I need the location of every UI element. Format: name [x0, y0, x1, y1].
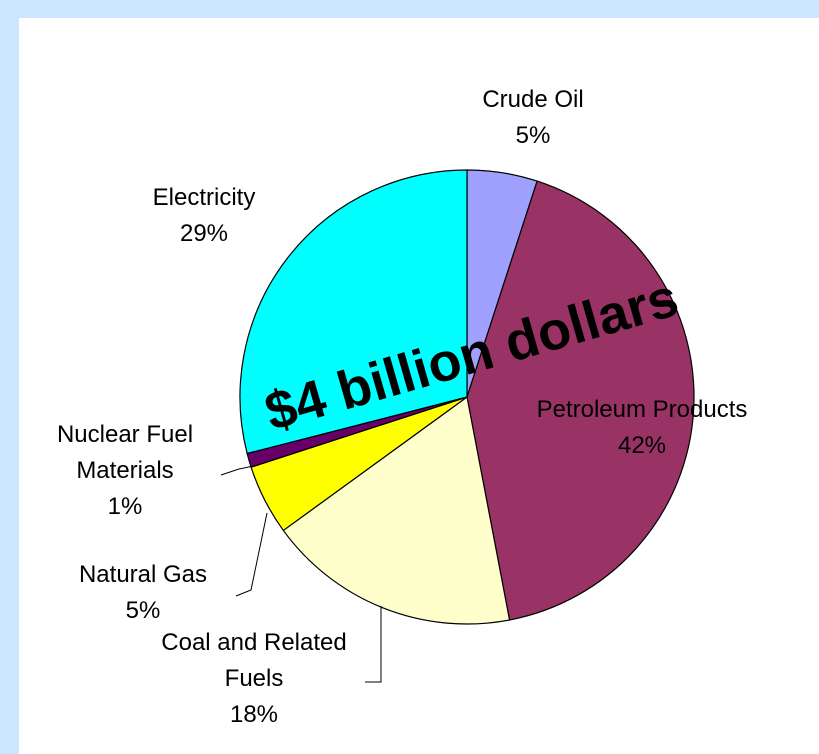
pie-slices	[239, 169, 695, 625]
leader-lines	[220, 464, 382, 683]
slice-label-line: Fuels	[225, 665, 284, 692]
slice-label: Nuclear Fuel Materials 1%	[57, 421, 193, 520]
pie-slice	[282, 395, 511, 625]
slice-label-line: Nuclear Fuel	[57, 421, 193, 448]
slice-label-line: 42%	[618, 432, 666, 459]
pie-slice	[239, 169, 468, 455]
slice-label-line: Coal and Related	[161, 629, 346, 656]
pie-slice	[466, 180, 695, 621]
leader-line	[365, 606, 382, 683]
slice-label-line: 1%	[108, 493, 143, 520]
pie-chart: Crude Oil 5% Petroleum Products 42% Coal and…	[57, 86, 747, 728]
slice-label: Crude Oil 5%	[482, 86, 583, 149]
slice-label-line: Crude Oil	[482, 86, 583, 113]
slice-label-line: 5%	[516, 122, 551, 149]
slice-label: Petroleum Products 42%	[537, 396, 748, 459]
slice-label-line: 18%	[230, 701, 278, 728]
leader-line	[235, 512, 268, 597]
slice-label-line: 5%	[126, 597, 161, 624]
slice-label-line: 29%	[180, 220, 228, 247]
slice-label-line: Petroleum Products	[537, 396, 748, 423]
slice-label: Natural Gas 5%	[79, 561, 207, 624]
slice-label: Coal and Related Fuels 18%	[161, 629, 346, 728]
slice-labels: Crude Oil 5% Petroleum Products 42% Coal and…	[57, 86, 747, 728]
chart-frame: Crude Oil 5% Petroleum Products 42% Coal and…	[19, 18, 819, 754]
slice-label-line: Electricity	[153, 184, 256, 211]
slice-label: Electricity 29%	[153, 184, 256, 247]
slice-label-line: Natural Gas	[79, 561, 207, 588]
slice-label-line: Materials	[76, 457, 173, 484]
leader-line	[220, 464, 260, 476]
